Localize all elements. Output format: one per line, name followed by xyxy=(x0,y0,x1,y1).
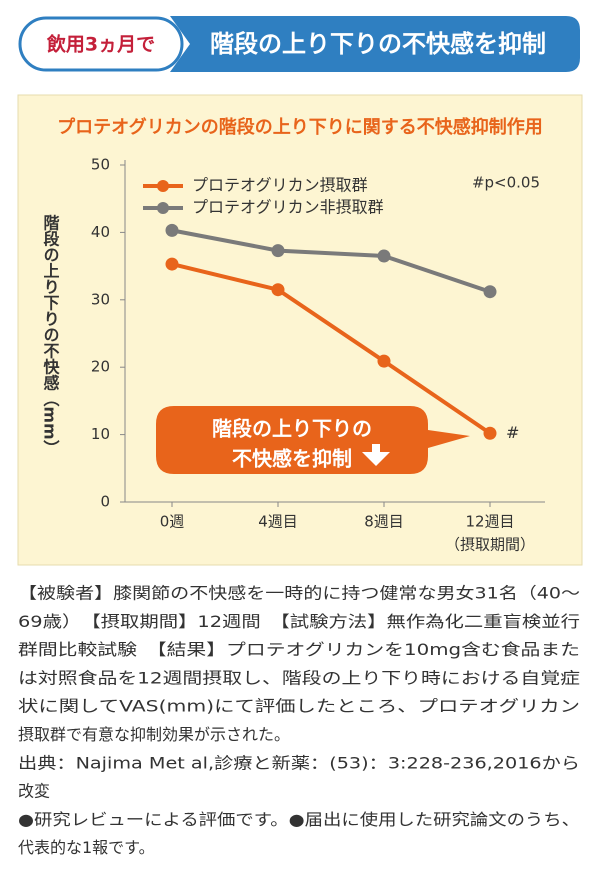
body-text-line: 改変 xyxy=(18,782,50,801)
data-point xyxy=(377,249,391,263)
header-badge-box xyxy=(18,16,184,72)
legend-label: プロテオグリカン摂取群 xyxy=(192,176,368,195)
data-point xyxy=(165,223,179,237)
chart-panel xyxy=(17,94,583,566)
significance-note: #p<0.05 xyxy=(472,174,540,192)
y-tick-label: 30 xyxy=(91,290,110,308)
point-annotation: # xyxy=(506,423,519,442)
x-tick-label: 8週目 xyxy=(364,513,404,531)
header-title: 階段の上り下りの不快感を抑制 xyxy=(210,30,546,58)
chart-title: プロテオグリカンの階段の上り下りに関する不快感抑制作用 xyxy=(57,116,543,138)
y-tick-label: 10 xyxy=(91,425,110,443)
series-line xyxy=(171,262,492,435)
x-tick-label: 4週目 xyxy=(258,513,298,531)
data-point xyxy=(483,426,497,440)
data-point xyxy=(377,354,391,368)
data-point xyxy=(271,244,285,258)
y-tick-label: 50 xyxy=(91,156,110,174)
data-point xyxy=(165,257,179,271)
body-text-line: ●研究レビューによる評価です。●届出に使用した研究論文のうち、 xyxy=(18,810,580,829)
x-axis-label: （摂取期間） xyxy=(445,536,535,554)
down-arrow-icon xyxy=(362,444,390,466)
body-text-line: 状に関してVAS(mm)にて評価したところ、プロテオグリカン xyxy=(18,697,580,716)
legend-label: プロテオグリカン非摂取群 xyxy=(192,198,384,217)
body-text-line: 代表的な1報です。 xyxy=(18,838,155,857)
legend-marker xyxy=(157,180,169,192)
data-point xyxy=(271,283,285,297)
header-badge: 飲用3ヵ月で xyxy=(46,33,155,56)
header-banner xyxy=(170,16,580,72)
data-point xyxy=(483,285,497,299)
x-tick-label: 12週目 xyxy=(465,513,514,531)
callout-text: 不快感を抑制 xyxy=(232,447,352,471)
body-text-line: 群間比較試験 【結果】プロテオグリカンを10mg含む食品また xyxy=(18,640,580,659)
body-text-line: は対照食品を12週間摂取し、階段の上り下り時における自覚症 xyxy=(18,668,580,687)
body-text-line: 出典：Najima Met al,診療と新薬：(53)：3:228-236,20… xyxy=(18,753,580,772)
y-tick-label: 20 xyxy=(91,358,110,376)
callout-text: 階段の上り下りの xyxy=(212,417,372,441)
series-line xyxy=(171,228,491,294)
y-tick-label: 0 xyxy=(100,493,110,511)
legend-marker xyxy=(157,202,169,214)
body-text-line: 【被験者】膝関節の不快感を一時的に持つ健常な男女31名（40〜 xyxy=(18,584,580,603)
y-tick-label: 40 xyxy=(91,223,110,241)
body-text-line: 69歳） 【摂取期間】12週間 【試験方法】無作為化二重盲検並行 xyxy=(18,612,580,631)
y-axis-label: 階段の上り下りの不快感（mm） xyxy=(41,214,60,455)
callout-box xyxy=(156,406,470,474)
body-text-line: 摂取群で有意な抑制効果が示された。 xyxy=(18,725,290,744)
x-tick-label: 0週 xyxy=(160,513,185,531)
